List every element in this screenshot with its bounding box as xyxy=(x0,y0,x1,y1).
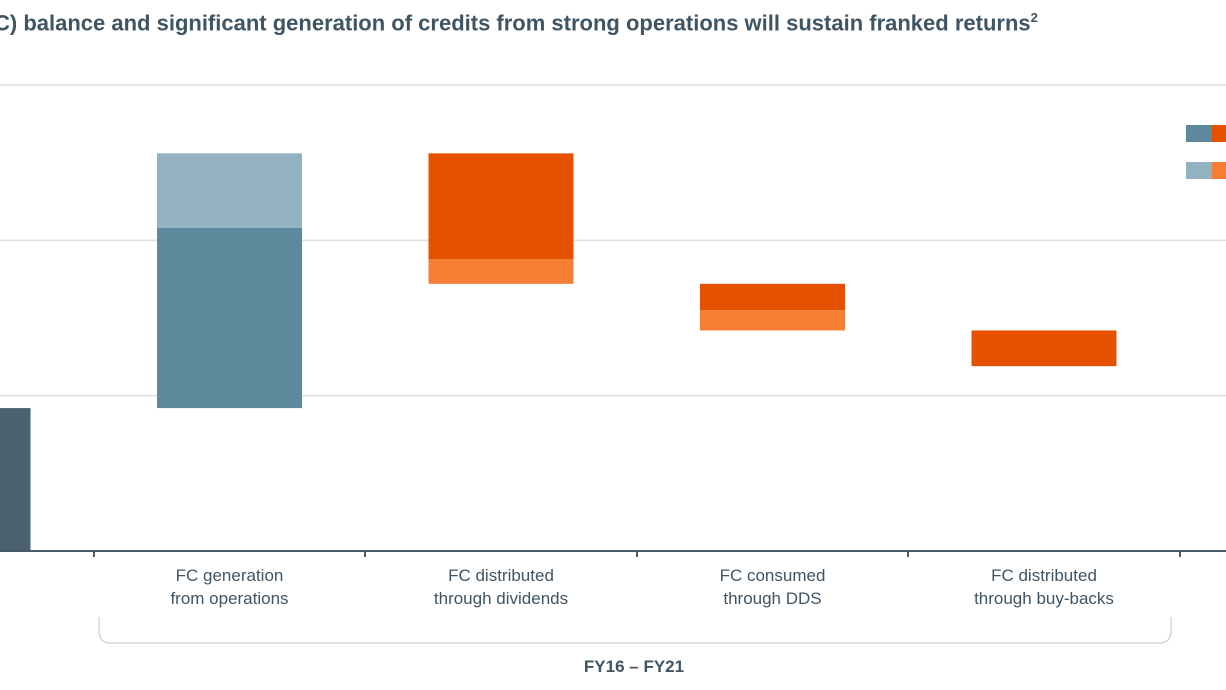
chart-title-footnote: 2 xyxy=(1030,10,1038,25)
category-label: FC generation xyxy=(176,566,284,585)
bar-segment-6 xyxy=(700,283,845,311)
bar-segment-4 xyxy=(428,153,574,259)
bar-segment-7 xyxy=(971,330,1117,367)
chart-title: C) balance and significant generation of… xyxy=(0,10,1038,36)
category-label: through buy-backs xyxy=(974,589,1114,608)
legend-swatch xyxy=(1186,125,1212,142)
bar-segment-2 xyxy=(157,153,302,228)
legend-swatch xyxy=(1212,162,1226,179)
bar-segment-5 xyxy=(700,310,845,331)
category-label: FC distributed xyxy=(991,566,1097,585)
bar-segment-3 xyxy=(428,258,574,284)
period-label: FY16 – FY21 xyxy=(584,657,684,676)
bar-segment-0 xyxy=(0,408,31,551)
category-label: through DDS xyxy=(723,589,821,608)
category-label: FC consumed xyxy=(720,566,826,585)
category-label: FC distributed xyxy=(448,566,554,585)
bar-segment-1 xyxy=(157,227,302,409)
chart-title-text: C) balance and significant generation of… xyxy=(0,10,1031,36)
category-label: from operations xyxy=(170,589,288,608)
legend-swatch xyxy=(1186,162,1212,179)
category-label: through dividends xyxy=(434,589,568,608)
period-brace xyxy=(98,617,1172,644)
legend-swatch xyxy=(1212,125,1226,142)
